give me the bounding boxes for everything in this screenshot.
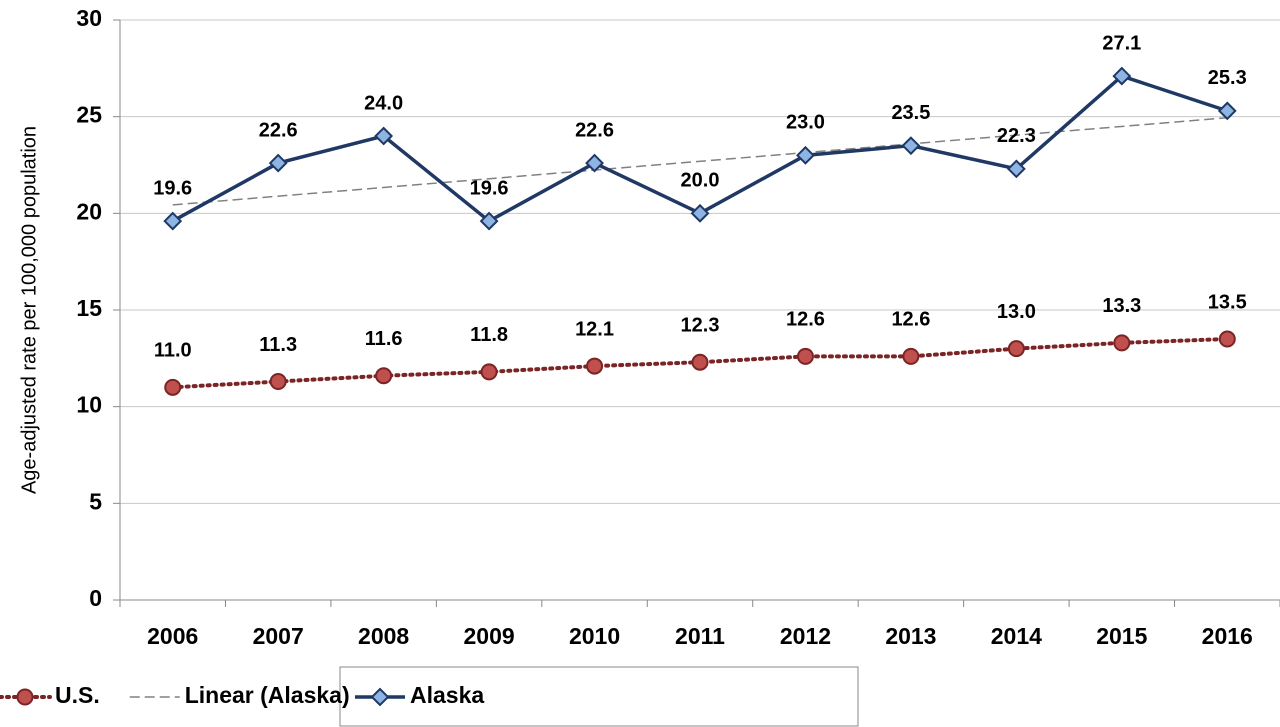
data-label: 11.6	[365, 328, 403, 350]
data-label: 13.5	[1208, 291, 1247, 313]
y-tick-label: 20	[76, 198, 102, 224]
marker	[480, 363, 498, 381]
y-tick-label: 15	[76, 295, 102, 321]
marker	[1218, 330, 1236, 348]
data-label: 23.5	[891, 102, 930, 124]
marker	[585, 153, 604, 173]
data-label: 25.3	[1208, 67, 1247, 89]
data-label: 22.6	[259, 119, 298, 141]
marker	[796, 347, 814, 365]
x-tick-label: 2011	[675, 623, 725, 649]
y-tick-label: 0	[89, 585, 102, 611]
data-label: 12.6	[786, 309, 825, 331]
y-axis-label: Age-adjusted rate per 100,000 population	[18, 126, 40, 494]
data-label: 12.6	[891, 309, 930, 331]
x-tick-label: 2015	[1096, 623, 1147, 649]
marker	[269, 373, 287, 391]
data-label: 12.3	[681, 314, 720, 336]
data-label: 23.0	[786, 112, 825, 134]
legend-box	[339, 666, 859, 727]
legend-label: U.S.	[55, 682, 100, 708]
data-label: 22.6	[575, 119, 614, 141]
x-tick-label: 2012	[780, 623, 831, 649]
marker	[163, 211, 183, 231]
marker	[901, 136, 921, 156]
marker	[164, 378, 182, 396]
marker	[1006, 159, 1026, 179]
x-tick-label: 2006	[147, 623, 198, 649]
marker	[1217, 101, 1237, 121]
data-label: 11.3	[259, 334, 297, 356]
legend-marker	[370, 687, 390, 707]
y-tick-label: 30	[76, 5, 102, 31]
marker	[691, 353, 709, 371]
data-label: 13.0	[997, 301, 1036, 323]
x-tick-label: 2008	[358, 623, 409, 649]
marker	[586, 357, 604, 375]
trendline	[172, 116, 1228, 206]
marker	[479, 211, 499, 231]
data-label: 11.8	[470, 324, 508, 346]
marker	[268, 153, 288, 173]
data-label: 19.6	[470, 177, 509, 199]
x-tick-label: 2010	[569, 623, 620, 649]
marker	[1113, 334, 1131, 352]
x-tick-label: 2014	[991, 623, 1042, 649]
data-label: 19.6	[153, 177, 192, 199]
y-tick-label: 10	[76, 392, 102, 418]
x-tick-label: 2013	[885, 623, 936, 649]
x-tick-label: 2009	[464, 623, 515, 649]
legend-label: Alaska	[410, 682, 484, 708]
marker	[796, 145, 815, 165]
data-label: 20.0	[681, 170, 720, 192]
data-label: 11.0	[154, 340, 192, 362]
data-label: 12.1	[575, 318, 614, 340]
legend-label: Linear (Alaska)	[185, 682, 350, 708]
y-tick-label: 25	[76, 102, 102, 128]
legend: Alaska U.S. Linear (Alaska)	[0, 666, 859, 727]
data-label: 24.0	[364, 92, 403, 114]
marker	[1007, 340, 1025, 358]
marker	[690, 203, 710, 223]
legend-marker	[16, 688, 34, 706]
data-label: 13.3	[1102, 295, 1141, 317]
marker	[1112, 66, 1132, 86]
marker	[375, 367, 393, 385]
x-tick-label: 2007	[253, 623, 304, 649]
data-label: 22.3	[997, 125, 1036, 147]
x-tick-label: 2016	[1202, 623, 1253, 649]
marker	[374, 126, 394, 146]
data-label: 27.1	[1102, 32, 1141, 54]
marker	[902, 347, 920, 365]
y-tick-label: 5	[89, 488, 102, 514]
series-line	[171, 74, 1228, 224]
